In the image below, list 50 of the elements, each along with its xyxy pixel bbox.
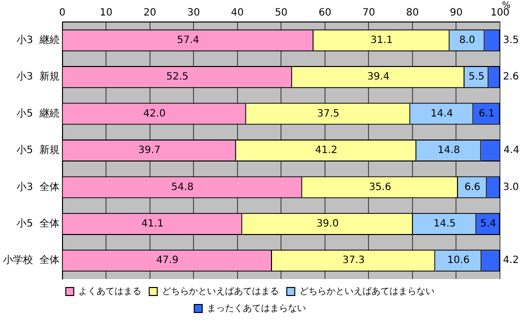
data-label: 5.5 [468,72,485,83]
data-label: 41.2 [315,145,338,156]
y-tick-label: 小学校 全体 [3,254,60,266]
data-label: 39.7 [138,145,161,156]
data-label: 47.9 [156,255,178,266]
y-tick-label: 小3 継続 [16,34,60,46]
legend-label: まったくあてはまらない [206,304,306,314]
data-label: 39.4 [367,72,390,83]
data-label: 41.1 [141,218,164,230]
data-label: 35.6 [368,182,392,193]
y-tick-label: 小3 全体 [16,180,60,193]
x-tick-label: 0 [59,8,66,19]
x-tick-label: 60 [318,8,332,19]
data-label: 2.6 [503,72,519,83]
data-label: 3.5 [503,34,519,46]
data-label: 4.2 [503,255,519,266]
legend-label: どちらかといえばあてはまらない [299,286,434,297]
x-tick-label: 70 [362,8,376,19]
data-label: 6.6 [464,182,480,193]
data-label: 52.5 [166,72,189,83]
data-label: 57.4 [176,34,200,46]
data-label: 8.0 [459,34,476,46]
y-tick-label: 小5 全体 [16,218,60,230]
x-tick-label: 100 [490,8,510,19]
legend-label: どちらかといえばあてはまる [162,286,279,297]
data-label: 54.8 [171,182,194,193]
data-label: 10.6 [447,255,470,266]
data-label: 14.4 [430,108,453,120]
data-label: 3.0 [503,182,519,193]
data-label: 14.8 [438,145,460,156]
x-tick-label: 40 [231,8,244,19]
data-label: 4.4 [503,145,520,156]
data-label: 39.0 [316,218,339,230]
data-label: 31.1 [370,34,393,46]
x-tick-label: 80 [406,8,419,19]
y-tick-label: 小5 新規 [16,144,60,156]
x-tick-label: 20 [144,8,156,19]
data-label: 42.0 [143,108,166,120]
x-tick-label: 10 [100,8,112,19]
data-label: 6.1 [478,108,495,120]
legend-label: よくあてはまる [78,286,142,297]
data-label: 37.5 [317,108,340,120]
data-label: 37.3 [342,255,365,266]
x-tick-label: 50 [274,8,288,19]
y-tick-label: 小5 継続 [16,107,60,120]
data-label: 14.5 [434,218,456,230]
y-tick-label: 小3 新規 [16,70,60,83]
x-tick-label: 30 [187,8,200,19]
data-label: 5.4 [480,218,496,230]
x-tick-label: 90 [450,8,463,19]
